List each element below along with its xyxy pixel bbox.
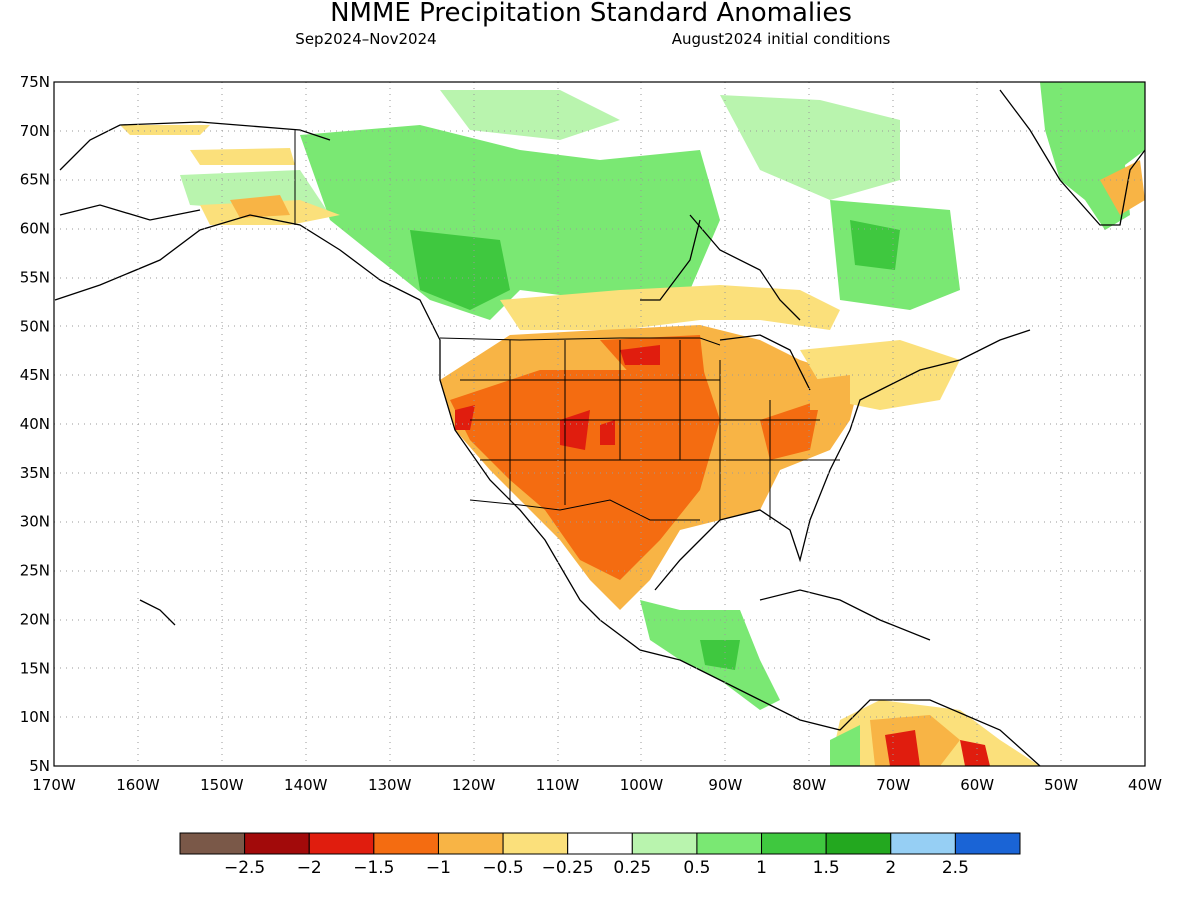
coastlines: [54, 89, 1145, 766]
lon-tick-label: 120W: [452, 776, 496, 794]
graticule: [54, 82, 1145, 766]
lat-tick-label: 35N: [20, 464, 50, 482]
colorbar-tick-label: −0.25: [542, 858, 594, 878]
lon-tick-label: 140W: [284, 776, 328, 794]
latitude-labels: 75N 70N 65N 60N 55N 50N 45N 40N 35N 30N 25N 20N 15N 1…: [20, 73, 50, 775]
lon-tick-label: 130W: [368, 776, 412, 794]
colorbar-tick-label: −2: [297, 858, 322, 878]
colorbar-swatch: [179, 832, 246, 855]
lat-tick-label: 65N: [20, 171, 50, 189]
lon-tick-label: 100W: [620, 776, 664, 794]
colorbar-swatch: [502, 832, 569, 855]
map-frame: [53, 81, 1146, 767]
colorbar-tick-label: 2.5: [942, 858, 969, 878]
lat-tick-label: 45N: [20, 366, 50, 384]
colorbar-swatch: [761, 832, 827, 855]
lon-tick-label: 40W: [1128, 776, 1162, 794]
lat-tick-label: 15N: [20, 659, 50, 677]
colorbar: [179, 832, 1021, 855]
lat-tick-label: 75N: [20, 73, 50, 91]
colorbar-tick-label: 1: [756, 858, 767, 878]
colorbar-labels: −2.5 −2 −1.5 −1 −0.5 −0.25 0.25 0.5 1 1.5 2 2.5: [224, 858, 969, 878]
lon-tick-label: 150W: [200, 776, 244, 794]
lon-tick-label: 70W: [876, 776, 910, 794]
lat-tick-label: 60N: [20, 220, 50, 238]
colorbar-tick-label: 0.5: [683, 858, 710, 878]
lon-tick-label: 80W: [792, 776, 826, 794]
lat-tick-label: 30N: [20, 513, 50, 531]
valid-period: Sep2024–Nov2024: [295, 30, 436, 48]
lon-tick-label: 90W: [708, 776, 742, 794]
colorbar-swatch: [437, 832, 504, 855]
colorbar-swatch: [567, 832, 633, 855]
lon-tick-label: 60W: [960, 776, 994, 794]
lat-tick-label: 55N: [20, 268, 50, 286]
lon-tick-label: 160W: [116, 776, 160, 794]
lon-tick-label: 110W: [536, 776, 580, 794]
colorbar-tick-label: 1.5: [813, 858, 840, 878]
lat-tick-label: 50N: [20, 317, 50, 335]
lat-tick-label: 10N: [20, 708, 50, 726]
colorbar-tick-label: −0.5: [482, 858, 523, 878]
lat-tick-label: 5N: [29, 757, 50, 775]
colorbar-swatch: [825, 832, 892, 855]
lat-tick-label: 40N: [20, 415, 50, 433]
colorbar-tick-label: 2: [885, 858, 896, 878]
lat-tick-label: 20N: [20, 610, 50, 628]
lat-tick-label: 25N: [20, 562, 50, 580]
lon-tick-label: 50W: [1044, 776, 1078, 794]
colorbar-tick-label: −2.5: [224, 858, 265, 878]
colorbar-swatch: [373, 832, 439, 855]
colorbar-swatch: [244, 832, 310, 855]
colorbar-swatch: [954, 832, 1021, 855]
colorbar-swatch: [308, 832, 375, 855]
colorbar-swatch: [631, 832, 698, 855]
colorbar-tick-label: 0.25: [613, 858, 651, 878]
lon-tick-label: 170W: [32, 776, 76, 794]
longitude-labels: 170W 160W 150W 140W 130W 120W 110W 100W 90W 80W 70…: [32, 776, 1162, 794]
colorbar-swatch: [696, 832, 763, 855]
anomaly-shading: [120, 82, 1145, 766]
map-plot-area: [54, 82, 1145, 766]
lat-tick-label: 70N: [20, 122, 50, 140]
colorbar-swatch: [890, 832, 956, 855]
figure-title: NMME Precipitation Standard Anomalies: [330, 0, 852, 28]
colorbar-tick-label: −1.5: [353, 858, 394, 878]
colorbar-tick-label: −1: [426, 858, 451, 878]
initial-conditions: August2024 initial conditions: [672, 30, 891, 48]
